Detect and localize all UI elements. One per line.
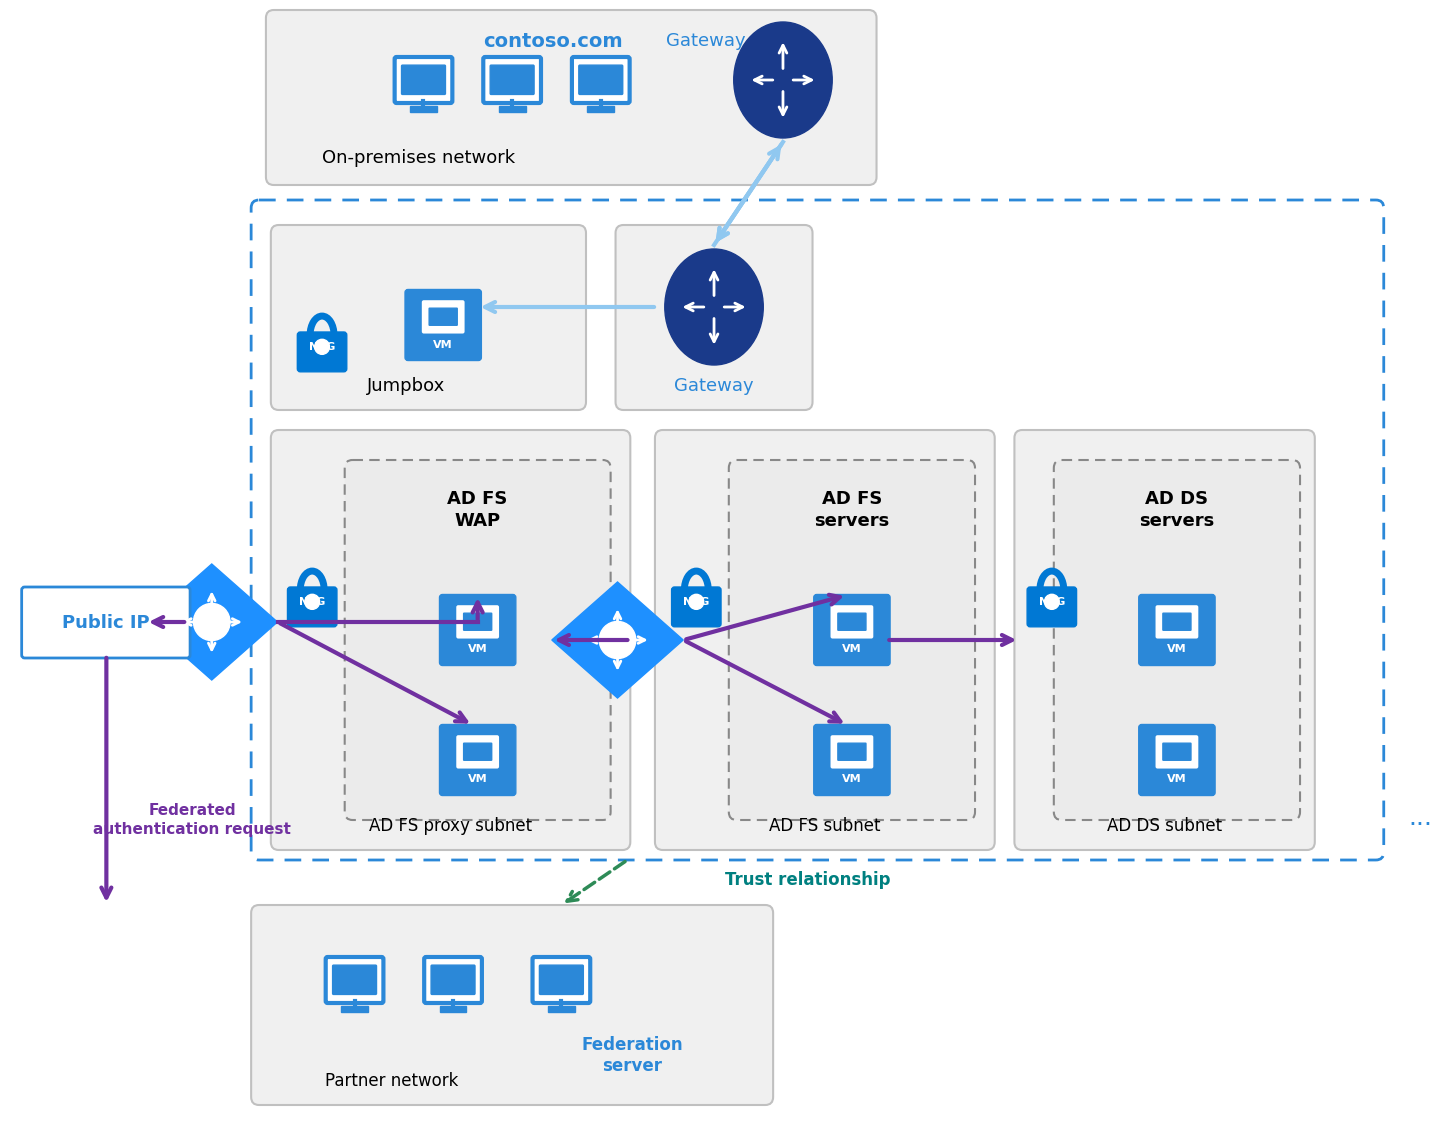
Text: Gateway: Gateway <box>674 377 754 395</box>
Text: Partner network: Partner network <box>325 1072 459 1090</box>
Text: VM: VM <box>433 340 453 350</box>
Bar <box>341 1006 368 1012</box>
FancyBboxPatch shape <box>1162 744 1191 761</box>
FancyBboxPatch shape <box>1162 614 1191 631</box>
FancyBboxPatch shape <box>1139 594 1215 666</box>
FancyBboxPatch shape <box>1156 736 1198 767</box>
FancyBboxPatch shape <box>729 460 974 820</box>
FancyBboxPatch shape <box>464 744 492 761</box>
Ellipse shape <box>734 22 833 138</box>
FancyBboxPatch shape <box>288 588 337 627</box>
FancyBboxPatch shape <box>572 57 629 103</box>
Text: VM: VM <box>1166 644 1187 654</box>
Text: ···: ··· <box>1409 813 1433 837</box>
FancyBboxPatch shape <box>332 966 377 994</box>
Text: VM: VM <box>843 774 861 784</box>
Text: Public IP: Public IP <box>62 614 149 632</box>
Ellipse shape <box>665 249 764 365</box>
FancyBboxPatch shape <box>267 10 877 185</box>
FancyBboxPatch shape <box>21 588 191 658</box>
FancyBboxPatch shape <box>406 290 481 360</box>
Text: AD FS
WAP: AD FS WAP <box>447 490 507 530</box>
FancyBboxPatch shape <box>325 957 384 1003</box>
Text: VM: VM <box>467 774 487 784</box>
Text: Jumpbox: Jumpbox <box>367 377 446 395</box>
Circle shape <box>1045 594 1059 609</box>
Circle shape <box>315 340 330 354</box>
FancyBboxPatch shape <box>831 607 873 637</box>
Text: AD FS proxy subnet: AD FS proxy subnet <box>370 817 532 835</box>
Text: NSG: NSG <box>310 342 335 352</box>
FancyBboxPatch shape <box>533 957 590 1003</box>
FancyBboxPatch shape <box>539 966 583 994</box>
Text: NSG: NSG <box>684 597 709 607</box>
Bar <box>440 1006 467 1012</box>
Text: AD FS
servers: AD FS servers <box>814 490 890 530</box>
FancyBboxPatch shape <box>271 430 631 850</box>
Polygon shape <box>552 582 684 698</box>
FancyBboxPatch shape <box>431 966 474 994</box>
FancyBboxPatch shape <box>271 225 586 410</box>
FancyBboxPatch shape <box>616 225 813 410</box>
FancyBboxPatch shape <box>440 594 516 666</box>
FancyBboxPatch shape <box>1139 724 1215 796</box>
Bar <box>588 106 615 112</box>
FancyBboxPatch shape <box>814 594 890 666</box>
FancyBboxPatch shape <box>1053 460 1300 820</box>
FancyBboxPatch shape <box>490 66 535 94</box>
FancyBboxPatch shape <box>440 724 516 796</box>
Bar <box>410 106 437 112</box>
Text: VM: VM <box>1166 774 1187 784</box>
FancyBboxPatch shape <box>1027 588 1076 627</box>
Text: Trust relationship: Trust relationship <box>725 871 890 889</box>
Text: VM: VM <box>843 644 861 654</box>
Text: Federation
server: Federation server <box>582 1036 684 1075</box>
FancyBboxPatch shape <box>423 301 463 333</box>
Text: On-premises network: On-premises network <box>322 149 514 168</box>
Text: AD DS subnet: AD DS subnet <box>1108 817 1222 835</box>
FancyBboxPatch shape <box>251 904 774 1105</box>
FancyBboxPatch shape <box>457 736 499 767</box>
FancyBboxPatch shape <box>483 57 542 103</box>
FancyBboxPatch shape <box>401 66 446 94</box>
Text: NSG: NSG <box>299 597 325 607</box>
FancyBboxPatch shape <box>345 460 610 820</box>
FancyBboxPatch shape <box>655 430 995 850</box>
FancyBboxPatch shape <box>831 736 873 767</box>
FancyBboxPatch shape <box>838 744 866 761</box>
Text: contoso.com: contoso.com <box>483 32 623 51</box>
FancyBboxPatch shape <box>297 332 347 371</box>
Text: Gateway: Gateway <box>666 32 745 50</box>
FancyBboxPatch shape <box>428 308 457 325</box>
Circle shape <box>193 603 231 641</box>
FancyBboxPatch shape <box>424 957 481 1003</box>
FancyBboxPatch shape <box>464 614 492 631</box>
Text: VM: VM <box>467 644 487 654</box>
Circle shape <box>599 621 636 659</box>
Circle shape <box>689 594 704 609</box>
FancyBboxPatch shape <box>1156 607 1198 637</box>
Text: NSG: NSG <box>1039 597 1065 607</box>
Text: AD FS subnet: AD FS subnet <box>770 817 881 835</box>
FancyBboxPatch shape <box>672 588 721 627</box>
Bar <box>547 1006 575 1012</box>
FancyBboxPatch shape <box>579 66 623 94</box>
Text: AD DS
servers: AD DS servers <box>1139 490 1215 530</box>
Text: Federated
authentication request: Federated authentication request <box>93 803 291 838</box>
Polygon shape <box>146 564 278 680</box>
FancyBboxPatch shape <box>814 724 890 796</box>
FancyBboxPatch shape <box>457 607 499 637</box>
Bar <box>499 106 526 112</box>
FancyBboxPatch shape <box>838 614 866 631</box>
FancyBboxPatch shape <box>394 57 453 103</box>
Circle shape <box>305 594 320 609</box>
FancyBboxPatch shape <box>1015 430 1315 850</box>
